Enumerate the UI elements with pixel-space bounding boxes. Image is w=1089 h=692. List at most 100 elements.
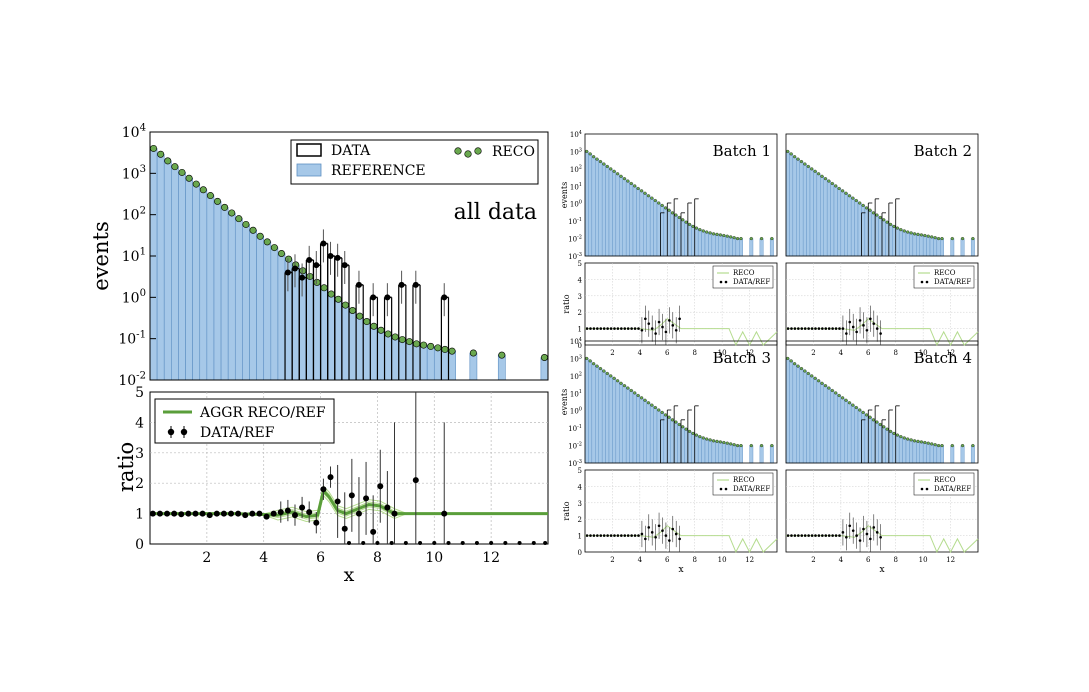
- reco-point: [150, 144, 158, 152]
- reference-bar: [619, 383, 623, 464]
- ratio-point: [664, 330, 668, 334]
- reference-bar: [615, 380, 620, 464]
- reco-point: [940, 444, 944, 448]
- ratio-point: [270, 510, 277, 517]
- reference-bar: [970, 445, 975, 464]
- ratio-point: [640, 328, 644, 332]
- reco-point: [164, 157, 172, 165]
- reco-point: [185, 174, 193, 182]
- reference-bar: [384, 333, 392, 381]
- x-tick-label: 4: [638, 349, 643, 357]
- data-point: [412, 281, 419, 288]
- reference-bar: [701, 230, 706, 257]
- reco-point: [626, 386, 630, 390]
- y-tick-label: 4: [135, 415, 144, 431]
- reference-bar: [878, 424, 883, 464]
- reco-point: [817, 379, 821, 383]
- ratio-point: [313, 519, 320, 526]
- batch-reco-line: [150, 487, 548, 515]
- reco-point: [909, 231, 913, 235]
- ratio-point: [647, 526, 651, 529]
- ratio-point: [810, 327, 814, 330]
- ratio-point: [671, 324, 675, 327]
- ratio-point: [377, 483, 384, 490]
- reco-point: [916, 232, 920, 236]
- legend-dataref-label: DATA/REF: [733, 485, 770, 493]
- data-point: [306, 257, 313, 264]
- reference-bar: [341, 304, 350, 381]
- reco-point: [629, 388, 633, 393]
- y-tick-label: 101: [570, 182, 582, 191]
- ratio-point: [800, 327, 804, 330]
- batch-ylabel-bottom: ratio: [562, 501, 571, 520]
- x-tick-label: 12: [482, 550, 500, 566]
- ratio-point: [384, 504, 391, 511]
- legend-reco-label: RECO: [492, 144, 535, 160]
- reco-point: [178, 168, 186, 176]
- reco-point: [770, 237, 774, 241]
- reference-bar: [469, 352, 478, 381]
- reference-bar: [497, 354, 506, 381]
- y-tick-label: 100: [122, 288, 146, 306]
- reference-bar: [663, 207, 668, 257]
- reference-bar: [625, 180, 630, 257]
- reco-point: [834, 184, 838, 188]
- legend-reco-marker: [454, 147, 462, 155]
- reco-point: [664, 206, 668, 210]
- batch-top-frame: [785, 340, 979, 464]
- reco-point: [889, 222, 893, 226]
- reco-point: [616, 379, 620, 383]
- legend-dataref-label: DATA/REF: [200, 425, 275, 441]
- reco-point: [760, 237, 764, 241]
- reco-point: [961, 237, 965, 241]
- ratio-point: [644, 317, 647, 321]
- reco-point: [933, 236, 937, 240]
- ratio-point: [824, 327, 828, 330]
- main-ylabel-top: events: [89, 221, 113, 290]
- x-tick-label: 2: [811, 349, 815, 357]
- ratio-point: [797, 534, 800, 537]
- reco-point: [588, 359, 592, 363]
- reco-point: [598, 160, 602, 164]
- reference-bar: [270, 247, 279, 381]
- ratio-point: [814, 327, 817, 330]
- ratio-point: [249, 510, 256, 517]
- reference-bar: [789, 153, 794, 257]
- ratio-point: [879, 332, 882, 335]
- reference-bar: [256, 235, 265, 381]
- reference-bar: [898, 436, 903, 464]
- ratio-point: [606, 534, 609, 537]
- reco-point: [626, 179, 630, 183]
- reference-bar: [636, 188, 641, 257]
- x-tick-label: 8: [692, 556, 696, 564]
- reference-bar: [960, 238, 965, 257]
- ratio-point: [807, 534, 810, 537]
- batch-bottom-frame: [584, 262, 778, 346]
- ratio-point: [235, 510, 242, 517]
- reference-bar: [595, 158, 599, 257]
- y-tick-label: 104: [570, 130, 582, 139]
- reference-bar: [929, 443, 934, 464]
- reco-point: [540, 354, 548, 362]
- ratio-point: [814, 534, 817, 537]
- reco-point: [885, 427, 889, 431]
- legend-reco-label: RECO: [733, 476, 755, 484]
- reco-point: [598, 367, 602, 371]
- legend-dataref-marker: [724, 487, 728, 491]
- ratio-zero-point: [403, 541, 408, 545]
- ratio-point: [589, 327, 592, 330]
- reference-bar: [362, 321, 371, 381]
- ratio-point: [206, 512, 213, 519]
- data-point: [320, 240, 327, 247]
- ratio-point: [599, 327, 603, 330]
- reco-point: [878, 215, 882, 220]
- reco-point: [633, 184, 637, 188]
- main-legend-bottom: AGGR RECO/REF DATA/REF: [154, 398, 335, 444]
- ratio-point: [827, 534, 831, 537]
- reco-point: [749, 237, 753, 241]
- reference-bar: [370, 325, 378, 381]
- reference-bar: [591, 363, 596, 464]
- reference-bar: [715, 441, 719, 464]
- reference-bar: [749, 445, 754, 464]
- ratio-point: [851, 529, 855, 532]
